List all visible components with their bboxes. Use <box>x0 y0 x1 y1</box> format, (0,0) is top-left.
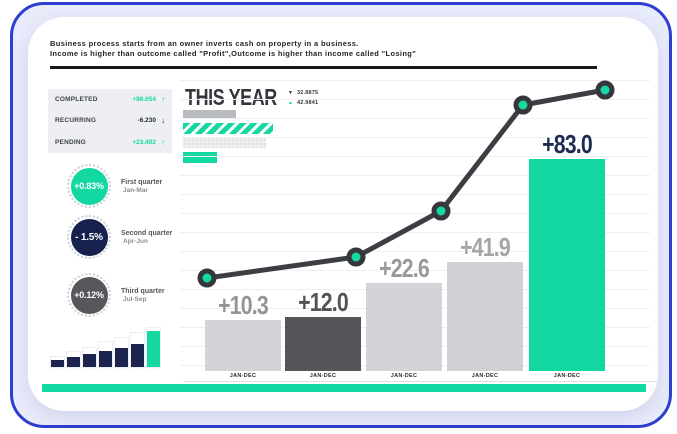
quarter-months: Jan-Mar <box>123 186 148 194</box>
mini-bar-fill <box>99 351 112 367</box>
bar-value-label: +12.0 <box>298 287 349 317</box>
arrow-up-icon: ↑ <box>161 94 165 104</box>
stats-panel: COMPLETED +86.054 ↑ RECURRING -6.230 ↓ P… <box>48 89 172 153</box>
mini-bar-chart <box>51 327 160 367</box>
mini-bar <box>83 348 96 367</box>
stat-label: RECURRING <box>55 117 97 125</box>
dotted-ring: +0.12% <box>67 273 111 317</box>
quarter-caption: Third quarter Jul-Sep <box>121 288 165 303</box>
quarter-caption: First quarter Jan-Mar <box>121 179 162 194</box>
quarter-percent-badge: - 1.5% <box>70 218 108 256</box>
header-divider <box>50 66 597 69</box>
quarter-caption: Second quarter Apr-Jun <box>121 230 172 245</box>
stat-row-completed: COMPLETED +86.054 ↑ <box>48 89 172 110</box>
mini-bar <box>115 338 128 367</box>
header-line-2: Income is higher than outcome called "Pr… <box>50 49 417 58</box>
quarter-percent-badge: +0.12% <box>70 276 108 314</box>
mini-bar <box>147 328 160 367</box>
mini-bar <box>67 352 80 367</box>
mini-bar-fill <box>51 360 64 367</box>
x-axis-label: JAN-DEC <box>553 373 581 379</box>
stat-label: COMPLETED <box>55 95 98 103</box>
chart-bar <box>529 159 605 371</box>
header-description: Business process starts from an owner in… <box>50 39 610 59</box>
stat-value: -6.230 <box>137 117 156 125</box>
header-line-1: Business process starts from an owner in… <box>50 39 359 48</box>
dotted-ring: +0.83% <box>67 164 111 208</box>
quarter-months: Jul-Sep <box>123 295 147 303</box>
quarter-name: Second quarter <box>121 229 173 237</box>
bar-value-label: +41.9 <box>460 232 511 262</box>
x-axis-label: JAN-DEC <box>229 373 257 379</box>
quarter-badge-q1: +0.83% First quarter Jan-Mar <box>67 164 162 208</box>
axis-baseline <box>183 381 658 382</box>
chart-bar <box>285 317 361 371</box>
quarter-name: Third quarter <box>121 287 165 295</box>
x-axis-label: JAN-DEC <box>309 373 337 379</box>
quarter-badge-q2: - 1.5% Second quarter Apr-Jun <box>67 215 172 259</box>
data-point-dot <box>197 268 217 288</box>
dotted-ring: - 1.5% <box>67 215 111 259</box>
x-axis-label: JAN-DEC <box>471 373 499 379</box>
quarter-badge-q3: +0.12% Third quarter Jul-Sep <box>67 273 165 317</box>
mini-bar <box>131 333 144 367</box>
arrow-up-icon: ↑ <box>161 138 165 148</box>
bar-value-label: +83.0 <box>542 129 593 159</box>
chart-bar <box>447 262 523 371</box>
quarter-months: Apr-Jun <box>123 237 148 245</box>
data-point-dot <box>431 201 451 221</box>
quarter-percent-badge: +0.83% <box>70 167 108 205</box>
teal-footer-bar <box>42 384 646 392</box>
mini-bar-fill <box>83 354 96 367</box>
data-point-dot <box>595 80 615 100</box>
chart-bar <box>205 320 281 371</box>
arrow-down-icon: ↓ <box>161 116 165 126</box>
stat-row-pending: PENDING +23.402 ↑ <box>48 132 172 153</box>
mini-bar-fill <box>131 344 144 367</box>
stat-value: +86.054 <box>132 95 156 103</box>
bar-value-label: +10.3 <box>218 290 269 320</box>
mini-bar-fill <box>115 348 128 367</box>
x-axis-label: JAN-DEC <box>390 373 418 379</box>
quarter-name: First quarter <box>121 178 163 186</box>
mini-bar <box>51 357 64 367</box>
chart-bar <box>366 283 442 371</box>
mini-bar-fill <box>67 357 80 367</box>
mini-bar <box>99 342 112 367</box>
main-chart: +10.3 JAN-DEC +12.0 JAN-DEC +22.6 JAN-DEC +41.… <box>180 80 650 380</box>
data-point-dot <box>513 95 533 115</box>
dashboard-card: Business process starts from an owner in… <box>28 17 658 411</box>
stat-label: PENDING <box>55 139 87 147</box>
stat-value: +23.402 <box>132 139 156 147</box>
mini-bar-fill <box>147 331 160 367</box>
stat-row-recurring: RECURRING -6.230 ↓ <box>48 110 172 132</box>
bar-value-label: +22.6 <box>379 253 430 283</box>
